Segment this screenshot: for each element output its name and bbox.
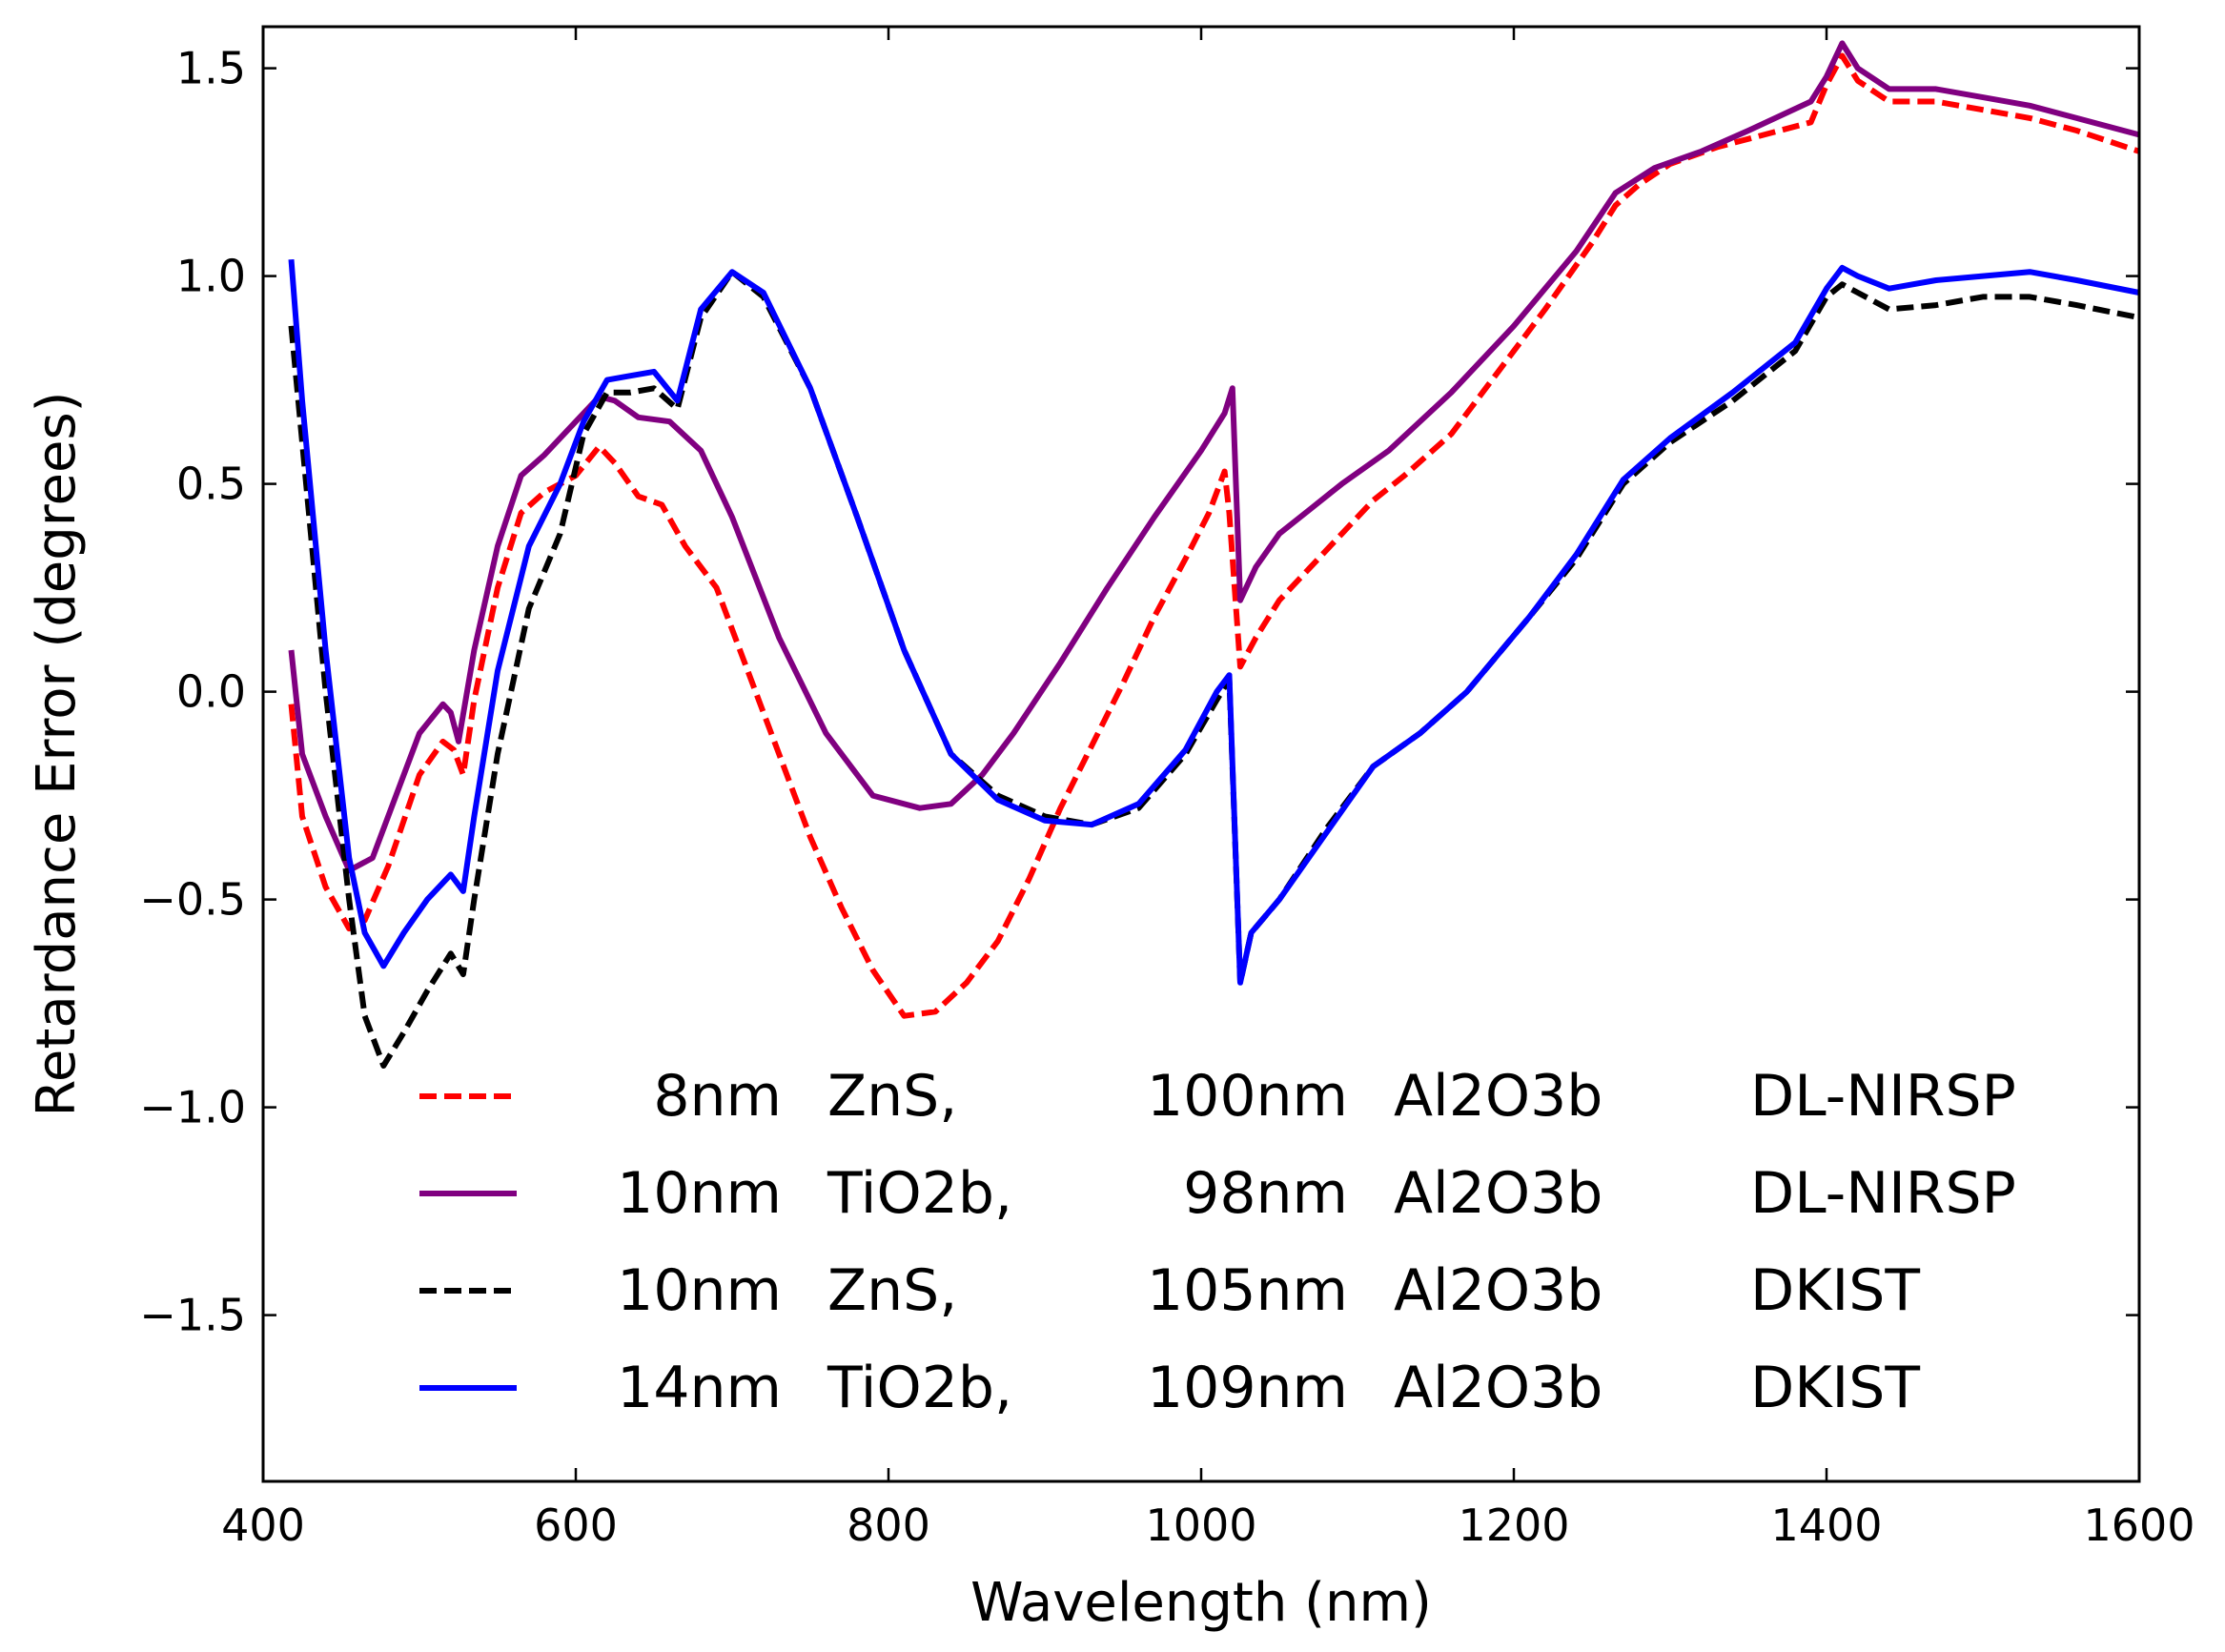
y-axis-title: Retardance Error (degrees) bbox=[26, 392, 88, 1117]
legend-label-3-part-4: Al2O3b bbox=[1394, 1257, 1602, 1324]
legend-label-2-part-5: DL-NIRSP bbox=[1750, 1160, 2016, 1227]
legend-label-1-part-3: 100nm bbox=[1147, 1063, 1348, 1130]
x-axis-title: Wavelength (nm) bbox=[970, 1572, 1432, 1634]
legend-label-2-part-4: Al2O3b bbox=[1394, 1160, 1602, 1227]
plot-background bbox=[263, 27, 2139, 1481]
legend-label-2-part-1: 10nm bbox=[617, 1160, 782, 1227]
x-tick-label: 1200 bbox=[1458, 1499, 1569, 1551]
legend-label-1-part-1: 8nm bbox=[653, 1063, 782, 1130]
legend-label-3-part-1: 10nm bbox=[617, 1257, 782, 1324]
legend-label-2-part-3: 98nm bbox=[1183, 1160, 1348, 1227]
x-tick-label: 800 bbox=[847, 1499, 930, 1551]
y-tick-label: 0.0 bbox=[176, 666, 246, 718]
x-tick-label: 1000 bbox=[1145, 1499, 1256, 1551]
x-tick-label: 1400 bbox=[1770, 1499, 1882, 1551]
legend-label-4-part-4: Al2O3b bbox=[1394, 1355, 1602, 1421]
legend: 8nm ZnS, 100nm Al2O3b DL-NIRSP 10nm TiO2b, 98nm… bbox=[419, 1063, 2016, 1421]
legend-label-4-part-1: 14nm bbox=[617, 1355, 782, 1421]
series-line-1 bbox=[288, 52, 2140, 1019]
y-tick-label: 0.5 bbox=[176, 459, 246, 510]
legend-label-1-part-5: DL-NIRSP bbox=[1750, 1063, 2016, 1130]
legend-label-1-part-2: ZnS, bbox=[827, 1063, 957, 1130]
x-tick-label: 600 bbox=[534, 1499, 618, 1551]
legend-label-2-part-2: TiO2b, bbox=[827, 1160, 1012, 1227]
y-tick-label: −1.5 bbox=[139, 1290, 246, 1341]
series-line-3 bbox=[288, 269, 2140, 1069]
axis-ticks: 400 600 800 1000 1200 1400 1600 −1.5 −1.0 −0.5 0.0… bbox=[139, 27, 2195, 1551]
legend-label-3-part-3: 105nm bbox=[1147, 1257, 1348, 1324]
x-tick-label: 400 bbox=[221, 1499, 305, 1551]
series-line-2 bbox=[288, 40, 2140, 874]
legend-label-4-part-2: TiO2b, bbox=[827, 1355, 1012, 1421]
x-tick-label: 1600 bbox=[2083, 1499, 2194, 1551]
legend-label-4-part-3: 109nm bbox=[1147, 1355, 1348, 1421]
series-layer bbox=[288, 40, 2140, 1069]
series-line-4 bbox=[288, 258, 2140, 986]
legend-label-4-part-5: DKIST bbox=[1750, 1355, 1920, 1421]
y-tick-label: −1.0 bbox=[139, 1082, 246, 1133]
legend-label-1-part-4: Al2O3b bbox=[1394, 1063, 1602, 1130]
legend-label-3-part-2: ZnS, bbox=[827, 1257, 957, 1324]
legend-label-3-part-5: DKIST bbox=[1750, 1257, 1920, 1324]
plot-frame bbox=[261, 25, 2141, 1483]
y-tick-label: 1.0 bbox=[176, 251, 246, 302]
y-tick-label: −0.5 bbox=[139, 874, 246, 926]
y-tick-label: 1.5 bbox=[176, 43, 246, 94]
